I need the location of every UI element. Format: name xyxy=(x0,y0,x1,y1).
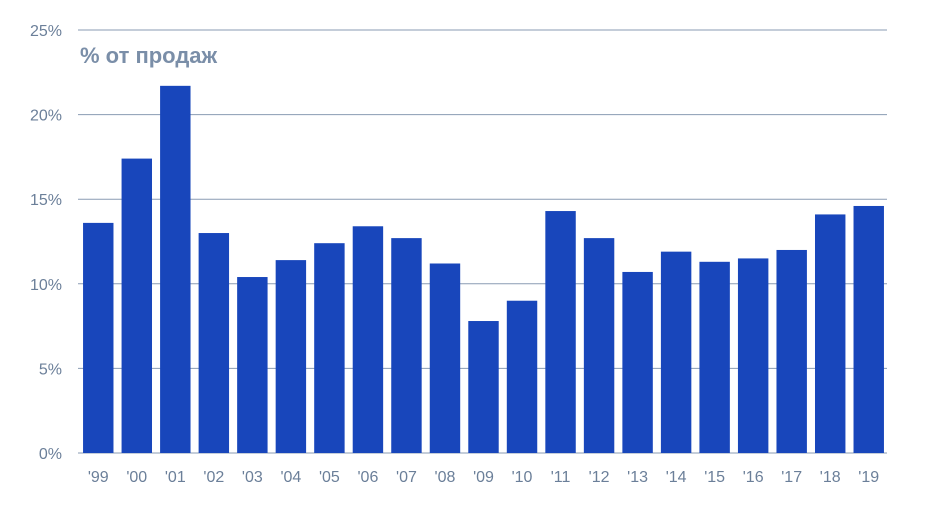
bar xyxy=(545,211,576,453)
x-tick-label: '14 xyxy=(666,469,687,486)
bar xyxy=(699,261,730,453)
x-tick-label: '03 xyxy=(242,469,263,486)
bar xyxy=(583,238,615,453)
x-tick-label: '18 xyxy=(820,469,841,486)
bar xyxy=(160,85,191,453)
y-axis-ticks: 0% 5% 10% 15% 20% 25% xyxy=(30,23,62,463)
x-tick-label: '00 xyxy=(126,469,147,486)
x-tick-label: '17 xyxy=(781,469,802,486)
x-tick-label: '09 xyxy=(473,469,494,486)
bar xyxy=(814,214,846,453)
bars xyxy=(83,85,884,454)
bar xyxy=(506,300,538,453)
bar xyxy=(776,249,807,453)
bar xyxy=(853,205,884,453)
x-tick-label: '11 xyxy=(551,469,571,486)
bar xyxy=(83,222,114,453)
bar xyxy=(121,158,153,454)
bar xyxy=(198,233,230,453)
y-tick-label: 25% xyxy=(30,23,62,40)
x-tick-label: '05 xyxy=(319,469,340,486)
x-tick-label: '13 xyxy=(627,469,648,486)
x-tick-label: '19 xyxy=(858,469,879,486)
chart-title: % от продаж xyxy=(80,43,218,68)
x-tick-label: '15 xyxy=(704,469,725,486)
x-tick-label: '10 xyxy=(512,469,533,486)
x-tick-label: '99 xyxy=(88,469,109,486)
bar xyxy=(237,277,268,453)
bar xyxy=(352,226,384,453)
x-tick-label: '16 xyxy=(743,469,764,486)
x-tick-label: '06 xyxy=(357,469,378,486)
bar xyxy=(275,260,307,453)
bar xyxy=(314,243,345,453)
bar xyxy=(660,251,692,453)
y-tick-label: 15% xyxy=(30,192,62,209)
x-tick-label: '04 xyxy=(280,469,301,486)
bar xyxy=(737,258,769,453)
bar xyxy=(622,271,653,453)
x-tick-label: '01 xyxy=(165,469,186,486)
x-tick-label: '12 xyxy=(589,469,610,486)
x-tick-label: '07 xyxy=(396,469,417,486)
x-axis-ticks: '99 '00 '01 '02 '03 '04 '05 '06 '07 '08 '09 '10 '11 '… xyxy=(88,469,879,486)
y-tick-label: 5% xyxy=(39,361,62,378)
bar xyxy=(391,238,422,453)
x-tick-label: '08 xyxy=(435,469,456,486)
x-tick-label: '02 xyxy=(203,469,224,486)
y-tick-label: 20% xyxy=(30,108,62,125)
bar xyxy=(468,321,499,453)
y-tick-label: 10% xyxy=(30,277,62,294)
bar xyxy=(429,263,461,453)
y-tick-label: 0% xyxy=(39,446,62,463)
